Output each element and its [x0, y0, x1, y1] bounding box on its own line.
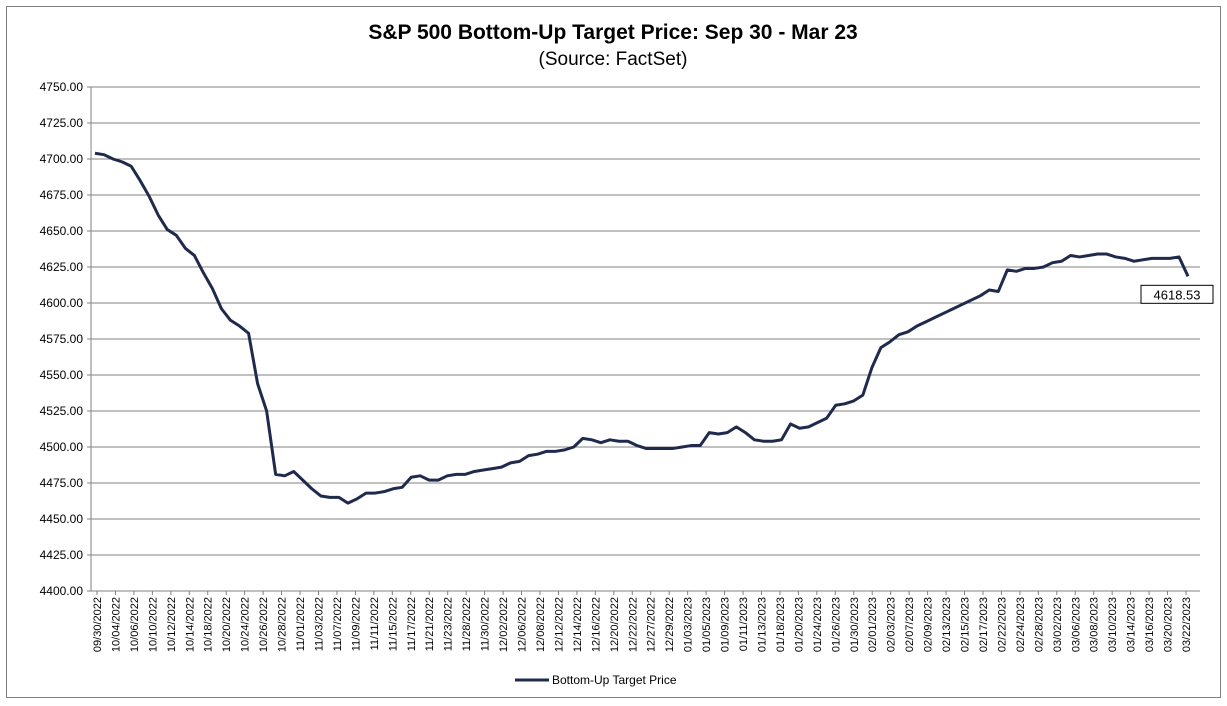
x-tick-label: 09/30/2022: [92, 597, 104, 652]
y-tick-label: 4525.00: [40, 404, 84, 418]
x-tick-label: 11/09/2022: [350, 597, 362, 651]
y-tick-label: 4575.00: [40, 332, 84, 346]
x-tick-label: 10/10/2022: [147, 597, 159, 652]
x-tick-label: 10/12/2022: [166, 597, 178, 652]
y-tick-label: 4675.00: [40, 188, 84, 202]
x-tick-label: 11/30/2022: [480, 597, 492, 651]
y-tick-label: 4700.00: [40, 152, 84, 166]
x-tick-label: 02/01/2023: [867, 597, 879, 652]
x-tick-label: 12/14/2022: [572, 597, 584, 652]
y-tick-label: 4500.00: [40, 440, 84, 454]
x-tick-label: 10/28/2022: [277, 597, 289, 652]
y-tick-label: 4750.00: [40, 80, 84, 94]
x-tick-label: 12/12/2022: [553, 597, 565, 652]
x-tick-label: 11/28/2022: [461, 597, 473, 651]
x-tick-label: 02/15/2023: [960, 597, 972, 652]
legend: Bottom-Up Target Price: [515, 673, 677, 687]
x-tick-label: 02/28/2023: [1033, 597, 1045, 652]
series-line-bottom-up-target-price: [94, 151, 1190, 505]
x-tick-label: 11/17/2022: [406, 597, 418, 651]
x-tick-label: 02/17/2023: [978, 597, 990, 652]
x-tick-label: 02/09/2023: [923, 597, 935, 652]
x-tick-label: 11/01/2022: [295, 597, 307, 651]
x-tick-label: 03/16/2023: [1144, 597, 1156, 652]
chart-frame: S&P 500 Bottom-Up Target Price: Sep 30 -…: [6, 6, 1221, 698]
x-tick-label: 11/21/2022: [424, 597, 436, 651]
y-tick-label: 4725.00: [40, 116, 84, 130]
x-tick-label: 03/10/2023: [1107, 597, 1119, 652]
line-chart: S&P 500 Bottom-Up Target Price: Sep 30 -…: [40, 21, 1214, 687]
y-tick-label: 4450.00: [40, 512, 84, 526]
y-tick-label: 4650.00: [40, 224, 84, 238]
x-tick-label: 01/26/2023: [830, 597, 842, 652]
y-tick-label: 4425.00: [40, 548, 84, 562]
chart-title: S&P 500 Bottom-Up Target Price: Sep 30 -…: [368, 21, 857, 44]
y-tick-label: 4550.00: [40, 368, 84, 382]
x-tick-label: 10/04/2022: [110, 597, 122, 652]
x-tick-label: 11/15/2022: [387, 597, 399, 651]
x-tick-label: 03/02/2023: [1052, 597, 1064, 652]
y-tick-label: 4475.00: [40, 476, 84, 490]
x-tick-label: 12/27/2022: [646, 597, 658, 652]
x-tick-label: 02/22/2023: [996, 597, 1008, 652]
x-tick-label: 01/24/2023: [812, 597, 824, 652]
x-tick-label: 01/03/2023: [683, 597, 695, 652]
x-tick-label: 10/20/2022: [221, 597, 233, 652]
x-tick-label: 01/09/2023: [720, 597, 732, 652]
x-tick-label: 11/07/2022: [332, 597, 344, 651]
x-tick-label: 11/11/2022: [369, 597, 381, 650]
x-tick-label: 02/03/2023: [886, 597, 898, 652]
x-tick-label: 02/24/2023: [1015, 597, 1027, 652]
x-tick-label: 03/20/2023: [1163, 597, 1175, 652]
y-tick-label: 4600.00: [40, 296, 84, 310]
x-tick-label: 12/20/2022: [609, 597, 621, 652]
x-tick-label: 03/22/2023: [1181, 597, 1193, 652]
x-tick-label: 10/06/2022: [129, 597, 141, 652]
x-tick-label: 11/03/2022: [313, 597, 325, 651]
x-tick-label: 10/14/2022: [184, 597, 196, 652]
x-tick-label: 01/13/2023: [756, 597, 768, 652]
x-tick-label: 03/06/2023: [1070, 597, 1082, 652]
x-tick-label: 01/30/2023: [849, 597, 861, 652]
x-tick-label: 01/05/2023: [701, 597, 713, 652]
y-tick-label: 4400.00: [40, 584, 84, 598]
x-tick-label: 01/20/2023: [793, 597, 805, 652]
x-tick-label: 03/14/2023: [1126, 597, 1138, 652]
x-tick-label: 03/08/2023: [1089, 597, 1101, 652]
legend-label: Bottom-Up Target Price: [552, 673, 677, 687]
chart-subtitle: (Source: FactSet): [539, 49, 688, 70]
x-tick-label: 12/29/2022: [664, 597, 676, 652]
x-tick-label: 12/08/2022: [535, 597, 547, 652]
last-value-callout: 4618.53: [1154, 287, 1201, 302]
x-tick-label: 10/26/2022: [258, 597, 270, 652]
x-tick-label: 01/11/2023: [738, 597, 750, 651]
x-tick-label: 01/18/2023: [775, 597, 787, 652]
x-tick-label: 12/16/2022: [590, 597, 602, 652]
last-value-callout-box: [1140, 284, 1214, 304]
x-tick-label: 02/13/2023: [941, 597, 953, 652]
y-tick-label: 4625.00: [40, 260, 84, 274]
x-tick-label: 12/02/2022: [498, 597, 510, 652]
x-tick-label: 10/18/2022: [203, 597, 215, 652]
x-tick-label: 02/07/2023: [904, 597, 916, 652]
x-tick-label: 10/24/2022: [240, 597, 252, 652]
x-tick-label: 12/06/2022: [517, 597, 529, 652]
x-tick-label: 12/22/2022: [627, 597, 639, 652]
x-tick-label: 11/23/2022: [443, 597, 455, 651]
